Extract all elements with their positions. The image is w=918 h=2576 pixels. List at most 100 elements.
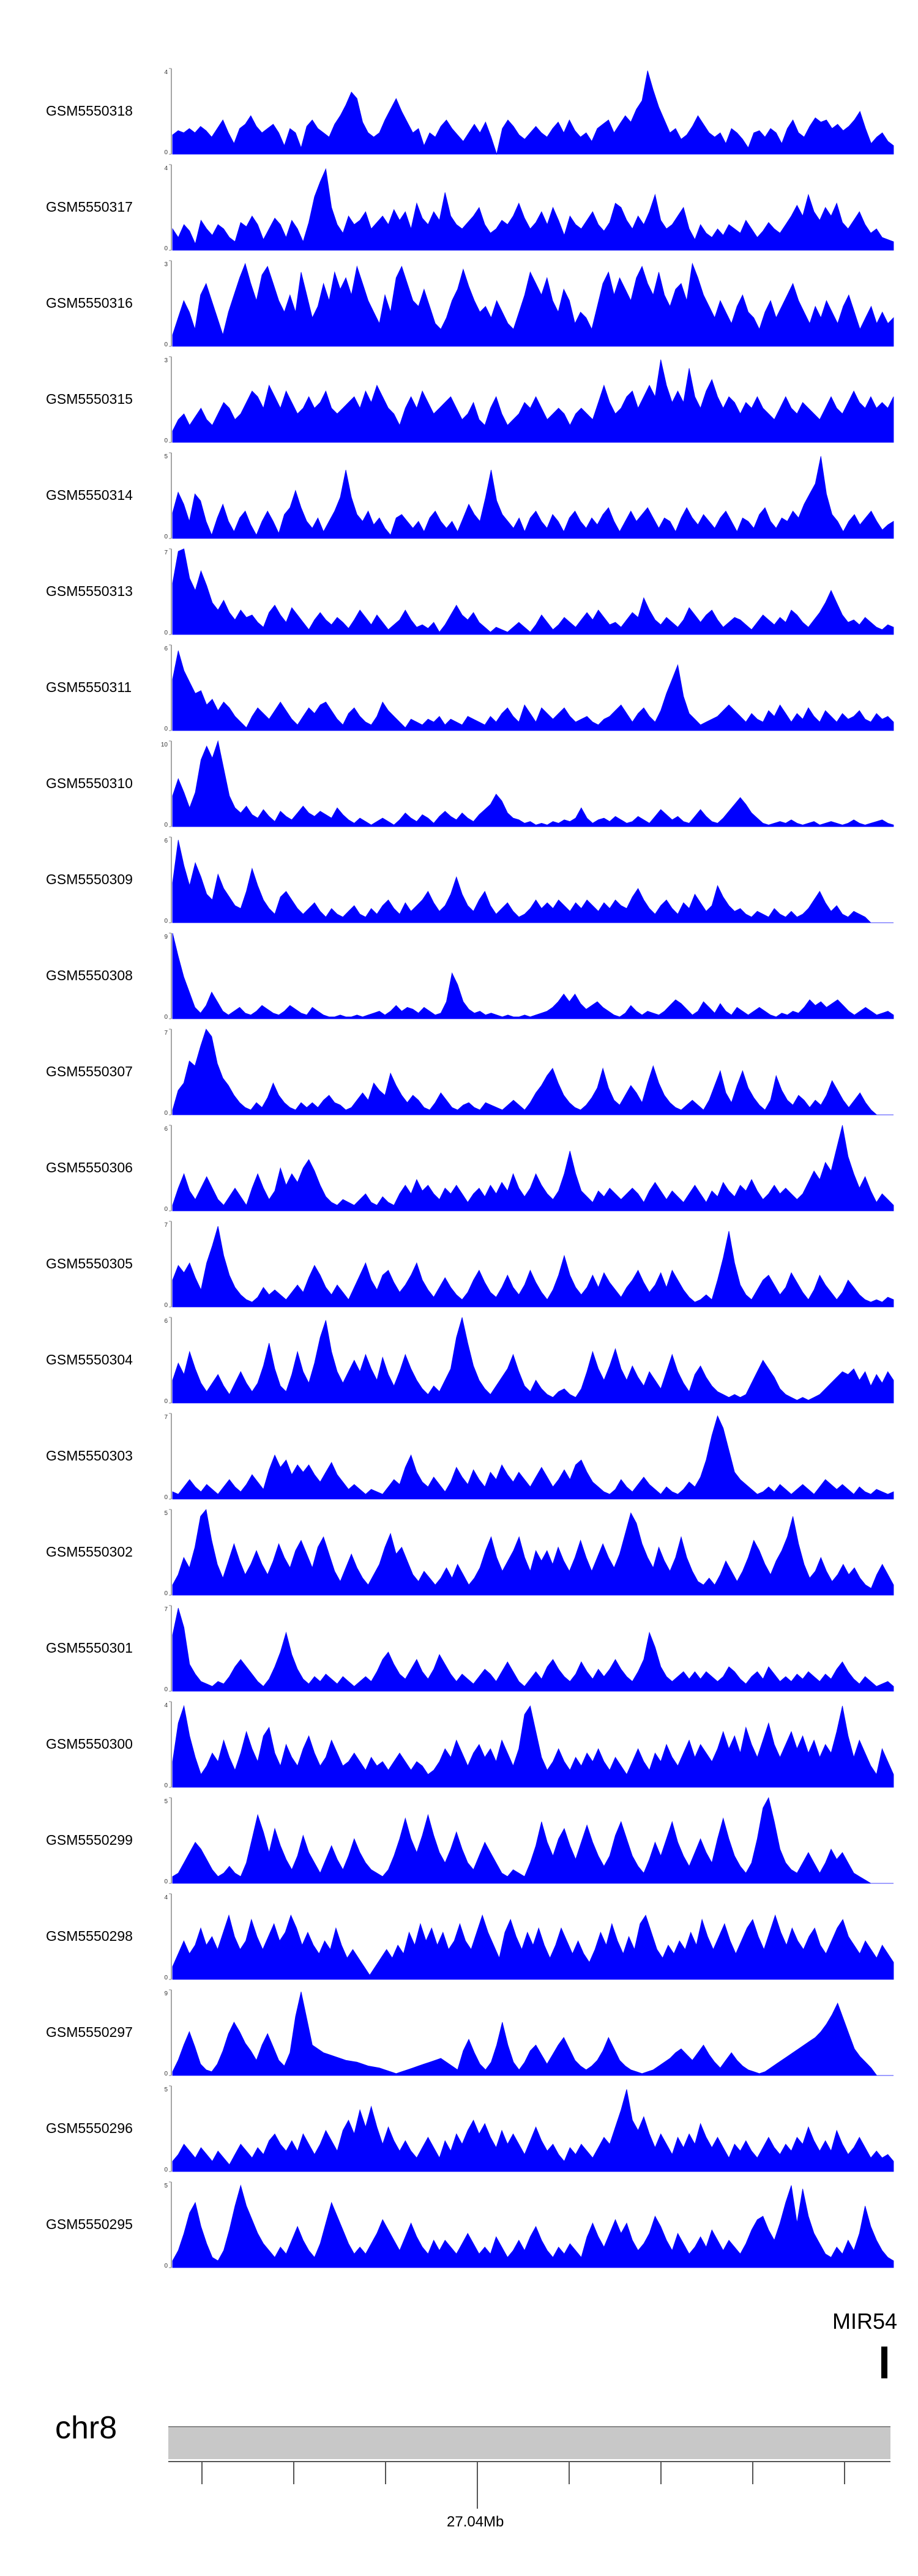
y-axis-tick-label: 0 — [164, 149, 168, 156]
track-label: GSM5550302 — [46, 1544, 133, 1560]
y-axis-tick-label: 7 — [164, 1030, 168, 1037]
track-plot: 30 — [164, 260, 894, 348]
y-axis-tick-label: 0 — [164, 245, 168, 252]
y-axis-tick-label: 0 — [164, 534, 168, 540]
y-axis-tick-label: 5 — [164, 1510, 168, 1517]
coverage-area — [172, 262, 894, 347]
track-plot: 90 — [164, 1989, 894, 2077]
track-plot: 60 — [164, 644, 894, 732]
track-plot: 40 — [164, 1893, 894, 1981]
coverage-area — [172, 2089, 894, 2172]
chromosome-ideogram — [168, 2426, 890, 2459]
y-axis-tick-label: 0 — [164, 1686, 168, 1693]
track-label: GSM5550303 — [46, 1448, 133, 1464]
y-axis-tick-label: 7 — [164, 1414, 168, 1421]
track-row: GSM5550305 7 0 — [0, 1221, 918, 1317]
y-axis-tick-label: 0 — [164, 437, 168, 444]
track-plot: 50 — [164, 1509, 894, 1597]
track-label: GSM5550309 — [46, 871, 133, 887]
track-row: GSM5550304 6 0 — [0, 1317, 918, 1413]
y-axis-tick-label: 7 — [164, 1606, 168, 1613]
track-row: GSM5550299 5 0 — [0, 1796, 918, 1893]
track-row: GSM5550314 5 0 — [0, 452, 918, 548]
track-row: GSM5550296 5 0 — [0, 2085, 918, 2181]
y-axis-tick-label: 0 — [164, 918, 168, 925]
gene-feature-mark — [881, 2347, 887, 2378]
y-axis-tick-label: 5 — [164, 2086, 168, 2093]
track-plot: 40 — [164, 68, 894, 156]
track-label: GSM5550304 — [46, 1352, 133, 1368]
coverage-area — [172, 1705, 894, 1788]
track-row: GSM5550303 7 0 — [0, 1413, 918, 1509]
coverage-area — [172, 1509, 894, 1596]
coverage-area — [172, 1992, 894, 2076]
coverage-area — [172, 1317, 894, 1404]
track-label: GSM5550317 — [46, 199, 133, 215]
y-axis-tick-label: 9 — [164, 1990, 168, 1997]
track-row: GSM5550297 9 0 — [0, 1989, 918, 2085]
track-plot: 50 — [164, 1796, 894, 1885]
y-axis-tick-label: 9 — [164, 934, 168, 940]
coverage-area — [172, 1607, 894, 1692]
y-axis-tick-label: 0 — [164, 1302, 168, 1309]
track-plot: 50 — [164, 452, 894, 540]
track-label: GSM5550315 — [46, 391, 133, 407]
track-label: GSM5550314 — [46, 487, 133, 503]
coverage-area — [172, 1125, 894, 1212]
genome-axis-tick-label: 27.04Mb — [447, 2514, 504, 2530]
track-row: GSM5550302 5 0 — [0, 1509, 918, 1605]
y-axis-tick-label: 0 — [164, 1782, 168, 1789]
track-label: GSM5550318 — [46, 103, 133, 119]
track-row: GSM5550313 7 0 — [0, 548, 918, 644]
coverage-area — [172, 740, 894, 827]
coverage-area — [172, 2184, 894, 2268]
coverage-area — [172, 168, 894, 251]
track-row: GSM5550318 4 0 — [0, 68, 918, 164]
track-row: GSM5550309 6 0 — [0, 836, 918, 932]
track-plot: 70 — [164, 548, 894, 636]
y-axis-tick-label: 6 — [164, 646, 168, 652]
y-axis-tick-label: 0 — [164, 630, 168, 636]
track-plot: 70 — [164, 1413, 894, 1501]
coverage-area — [172, 1029, 894, 1115]
y-axis-tick-label: 5 — [164, 453, 168, 460]
track-label: GSM5550295 — [46, 2216, 133, 2232]
y-axis-tick-label: 0 — [164, 1494, 168, 1501]
track-row: GSM5550306 6 0 — [0, 1125, 918, 1221]
track-row: GSM5550316 3 0 — [0, 260, 918, 356]
track-plot: 60 — [164, 1125, 894, 1213]
track-row: GSM5550295 5 0 — [0, 2181, 918, 2277]
track-row: GSM5550301 7 0 — [0, 1605, 918, 1701]
track-plot: 30 — [164, 356, 894, 444]
coverage-area — [172, 650, 894, 731]
track-label: GSM5550313 — [46, 583, 133, 599]
y-axis-tick-label: 0 — [164, 1206, 168, 1213]
track-label: GSM5550311 — [46, 679, 132, 695]
y-axis-tick-label: 0 — [164, 1975, 168, 1981]
track-label: GSM5550310 — [46, 775, 133, 791]
y-axis-tick-label: 0 — [164, 341, 168, 348]
track-plot: 50 — [164, 2085, 894, 2173]
y-axis-tick-label: 0 — [164, 2263, 168, 2269]
track-label: GSM5550316 — [46, 295, 133, 311]
track-row: GSM5550307 7 0 — [0, 1029, 918, 1125]
y-axis-tick-label: 0 — [164, 2071, 168, 2077]
track-label: GSM5550299 — [46, 1832, 133, 1848]
y-axis-tick-label: 4 — [164, 69, 168, 76]
y-axis-tick-label: 7 — [164, 1222, 168, 1229]
track-label: GSM5550298 — [46, 1928, 133, 1944]
track-plot: 90 — [164, 932, 894, 1021]
y-axis-tick-label: 0 — [164, 822, 168, 828]
track-label: GSM5550297 — [46, 2024, 133, 2040]
y-axis-tick-label: 5 — [164, 2183, 168, 2189]
track-plot: 10 0 — [161, 740, 894, 828]
y-axis-tick-label: 0 — [164, 1878, 168, 1885]
chromosome-label: chr8 — [55, 2410, 118, 2446]
track-row: GSM5550298 4 0 — [0, 1893, 918, 1989]
y-axis-tick-label: 7 — [164, 549, 168, 556]
track-row: GSM5550300 4 0 — [0, 1701, 918, 1797]
y-axis-tick-label: 4 — [164, 165, 168, 172]
y-axis-tick-label: 4 — [164, 1894, 168, 1901]
coverage-area — [172, 359, 894, 443]
